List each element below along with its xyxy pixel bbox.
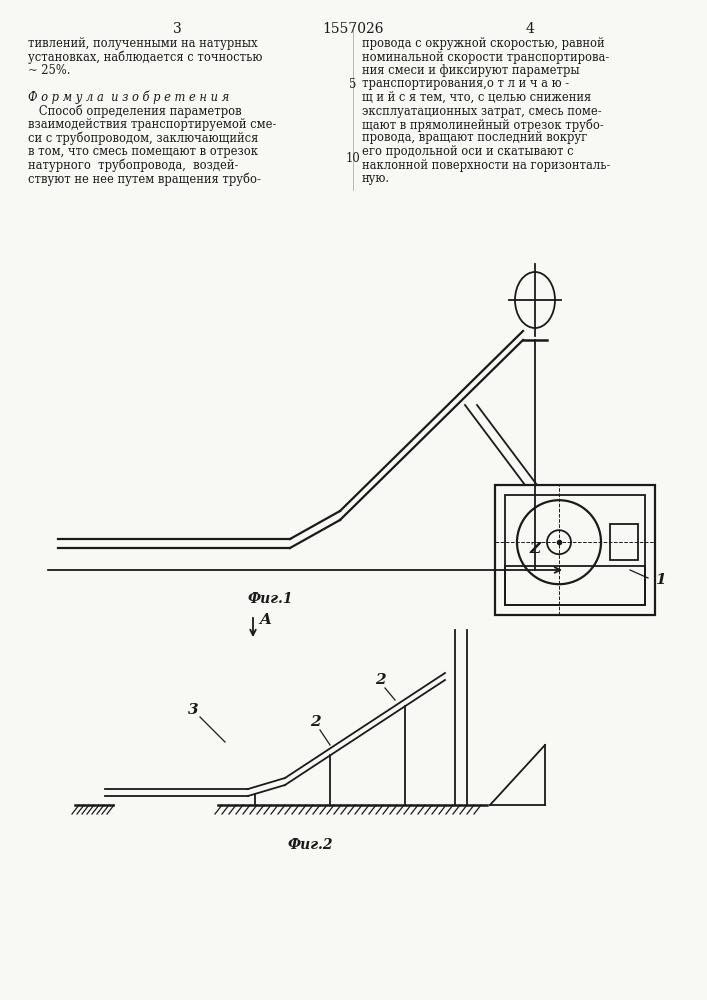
Text: провода с окружной скоростью, равной: провода с окружной скоростью, равной [362,37,604,50]
Text: Способ определения параметров: Способ определения параметров [28,104,242,118]
Text: его продольной оси и скатывают с: его продольной оси и скатывают с [362,145,573,158]
Bar [495,485,655,615]
Text: эксплуатационных затрат, смесь поме-: эксплуатационных затрат, смесь поме- [362,104,602,117]
Text: 3: 3 [187,703,198,717]
Text: ния смеси и фиксируют параметры: ния смеси и фиксируют параметры [362,64,580,77]
Text: тивлений, полученными на натурных: тивлений, полученными на натурных [28,37,257,50]
Text: ствуют не нее путем вращения трубо-: ствуют не нее путем вращения трубо- [28,172,261,186]
Text: транспортирования,о т л и ч а ю -: транспортирования,о т л и ч а ю - [362,78,569,91]
Text: 3: 3 [173,22,182,36]
Text: Ф о р м у л а  и з о б р е т е н и я: Ф о р м у л а и з о б р е т е н и я [28,91,229,104]
Text: 5: 5 [349,78,357,91]
Text: взаимодействия транспортируемой сме-: взаимодействия транспортируемой сме- [28,118,276,131]
Text: установках, наблюдается с точностью: установках, наблюдается с точностью [28,50,262,64]
Text: в том, что смесь помещают в отрезок: в том, что смесь помещают в отрезок [28,145,258,158]
Text: 4: 4 [525,22,534,36]
Text: A: A [259,613,271,627]
Text: ~ 25%.: ~ 25%. [28,64,71,77]
Text: номинальной скорости транспортирова-: номинальной скорости транспортирова- [362,50,609,64]
Text: щают в прямолинейный отрезок трубо-: щают в прямолинейный отрезок трубо- [362,118,604,131]
Text: Фиг.1: Фиг.1 [247,592,293,606]
Text: 1557026: 1557026 [322,22,384,36]
Bar [505,495,645,605]
Bar [610,524,638,560]
Text: си с трубопроводом, заключающийся: си с трубопроводом, заключающийся [28,131,258,145]
Text: Z: Z [530,542,541,556]
Text: натурного  трубопровода,  воздей-: натурного трубопровода, воздей- [28,158,238,172]
Bar [505,566,645,605]
Text: ную.: ную. [362,172,390,185]
Text: провода, вращают последний вокруг: провода, вращают последний вокруг [362,131,588,144]
Text: 10: 10 [346,152,361,165]
Text: 1: 1 [655,573,665,587]
Text: наклонной поверхности на горизонталь-: наклонной поверхности на горизонталь- [362,158,610,172]
Text: 2: 2 [375,673,385,687]
Text: щ и й с я тем, что, с целью снижения: щ и й с я тем, что, с целью снижения [362,91,591,104]
Text: 2: 2 [310,715,320,729]
Text: Фиг.2: Фиг.2 [287,838,333,852]
